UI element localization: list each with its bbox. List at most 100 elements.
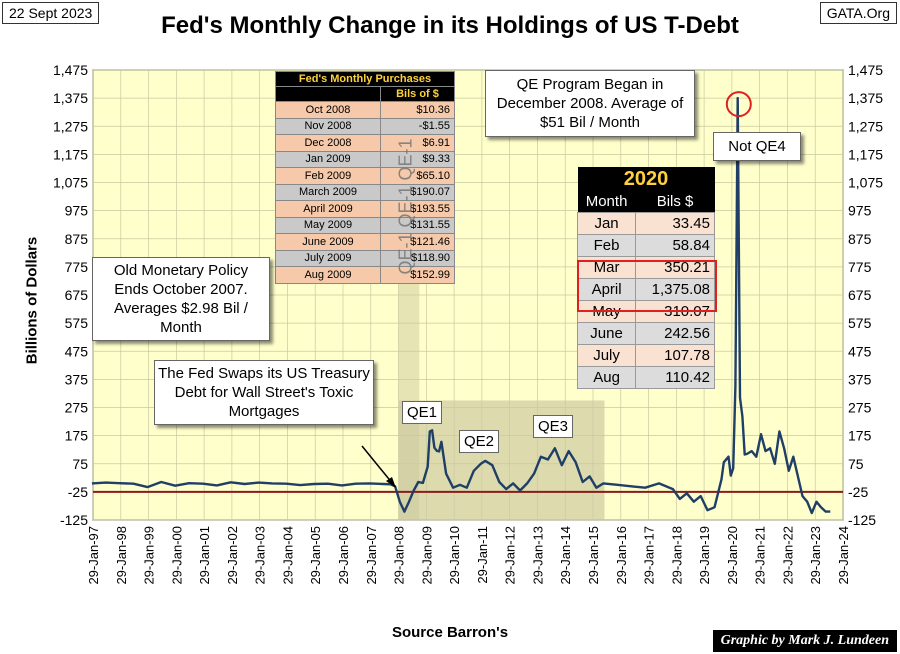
purchases-value: $6.91 [380,134,455,152]
purchases-row: July 2009 $118.90 [275,249,455,267]
x-axis-label: Source Barron's [391,624,509,641]
x-tick-label: 29-Jan-06 [336,526,351,585]
purchases-row: Oct 2008 $10.36 [275,101,455,119]
y-tick-label-left: 1,375 [53,90,88,106]
table-2020-month: April [576,278,637,301]
table-2020-year-row: 2020 [577,167,715,191]
x-tick-label: 29-Jan-22 [780,526,795,585]
purchases-month: Oct 2008 [275,101,381,119]
table-2020-month: Jan [576,212,637,235]
table-2020-row: May 310.07 [576,300,715,323]
x-tick-label: 29-Jan-13 [530,526,545,585]
y-tick-label-right: -125 [848,512,876,528]
table-2020-year: 2020 [577,167,715,191]
qe1-label: QE1 [402,401,443,424]
y-tick-label-right: 1,275 [848,118,883,134]
swap-arrow-line [361,445,394,485]
x-tick-label: 29-Jan-24 [836,526,851,585]
swap-arrow-head [386,477,396,488]
y-tick-label-right: 975 [848,203,872,219]
purchases-month: March 2009 [275,183,381,201]
table-2020-col-month: Month [577,191,636,213]
x-tick-label: 29-Jan-05 [308,526,323,585]
purchases-month: Aug 2009 [275,266,381,284]
table-2020-month: May [576,300,637,323]
y-tick-label-right: 675 [848,287,872,303]
x-tick-label: 29-Jan-20 [725,526,740,585]
x-tick-label: 29-Jan-14 [558,526,573,585]
y-tick-label-left: 75 [72,456,88,472]
purchases-row: Aug 2009 $152.99 [275,266,455,284]
purchases-value: $65.10 [380,167,455,185]
table-2020-value: 350.21 [635,256,715,279]
purchases-month: Nov 2008 [275,117,381,135]
y-tick-label-right: 75 [848,456,864,472]
x-tick-label: 29-Jan-01 [197,526,212,585]
swap-note: The Fed Swaps its US Treasury Debt for W… [154,360,374,425]
purchases-value: $190.07 [380,183,455,201]
y-tick-label-left: 575 [65,315,89,331]
x-tick-label: 29-Jan-19 [697,526,712,585]
x-tick-label: 29-Jan-23 [808,526,823,585]
table-2020-month: June [576,322,637,345]
y-tick-label-right: 775 [848,259,872,275]
purchases-value: $131.55 [380,216,455,234]
table-2020-value: 107.78 [635,344,715,367]
table-2020-value: 58.84 [635,234,715,257]
purchases-value: $118.90 [380,249,455,267]
table-2020-row: July 107.78 [576,344,715,367]
table-2020-month: Mar [576,256,637,279]
old-policy-note: Old Monetary Policy Ends October 2007. A… [92,257,270,341]
purchases-row: May 2009 $131.55 [275,216,455,234]
qe1-vertical-tag: QE-1 QE-1 QE-1 [395,138,416,275]
x-tick-label: 29-Jan-99 [142,526,157,585]
y-tick-label-left: 175 [65,428,89,444]
table-2020-month: Aug [576,366,637,389]
y-tick-label-right: 1,175 [848,146,883,162]
table-2020-row: Jan 33.45 [576,212,715,235]
y-tick-label-right: -25 [848,484,868,500]
y-tick-label-right: 1,375 [848,90,883,106]
purchases-body: Oct 2008 $10.36 Nov 2008 -$1.55 Dec 2008 $6.9… [275,101,455,284]
purchases-row: March 2009 $190.07 [275,183,455,201]
table-2020-month: July [576,344,637,367]
x-tick-label: 29-Jan-12 [503,526,518,585]
y-tick-label-left: 875 [65,231,89,247]
x-tick-label: 29-Jan-16 [614,526,629,585]
purchases-month: Feb 2009 [275,167,381,185]
credit-label: Graphic by Mark J. Lundeen [712,630,897,652]
y-tick-label-right: 475 [848,343,872,359]
x-tick-label: 29-Jan-18 [669,526,684,585]
table-2020-body: Jan 33.45 Feb 58.84 Mar 350.21 April 1,375.08 Ma… [576,212,715,389]
series-line [91,96,831,515]
table-2020-value: 310.07 [635,300,715,323]
qe2-label: QE2 [459,430,500,453]
x-tick-label: 29-Jan-11 [475,526,490,584]
purchases-title-row: Fed's Monthly Purchases [275,71,455,87]
y-tick-label-left: 1,175 [53,146,88,162]
table-2020-col-value: Bils $ [635,191,715,213]
date-label: 22 Sept 2023 [2,2,100,24]
y-tick-label-left: 775 [65,259,89,275]
purchases-value: $193.55 [380,200,455,218]
purchases-row: Nov 2008 -$1.55 [275,117,455,135]
x-tick-label: 29-Jan-02 [225,526,240,585]
x-tick-label: 29-Jan-07 [364,526,379,585]
y-tick-label-left: 1,475 [53,62,88,78]
x-tick-label: 29-Jan-21 [753,526,768,585]
x-tick-label: 29-Jan-00 [169,526,184,585]
table-2020-row: Aug 110.42 [576,366,715,389]
purchases-header-row: Bils of $ [275,86,455,102]
y-tick-label-left: 675 [65,287,89,303]
y-tick-label-left: 375 [65,371,89,387]
purchases-value: $121.46 [380,233,455,251]
table-2020-value: 110.42 [635,366,715,389]
y-tick-label-right: 275 [848,400,872,416]
x-tick-label: 29-Jan-17 [642,526,657,585]
y-tick-label-left: 975 [65,203,89,219]
purchases-title: Fed's Monthly Purchases [275,71,455,87]
table-2020-value: 33.45 [635,212,715,235]
qe-program-note: QE Program Began in December 2008. Avera… [485,70,695,137]
y-tick-label-right: 175 [848,428,872,444]
y-tick-label-left: -125 [60,512,88,528]
